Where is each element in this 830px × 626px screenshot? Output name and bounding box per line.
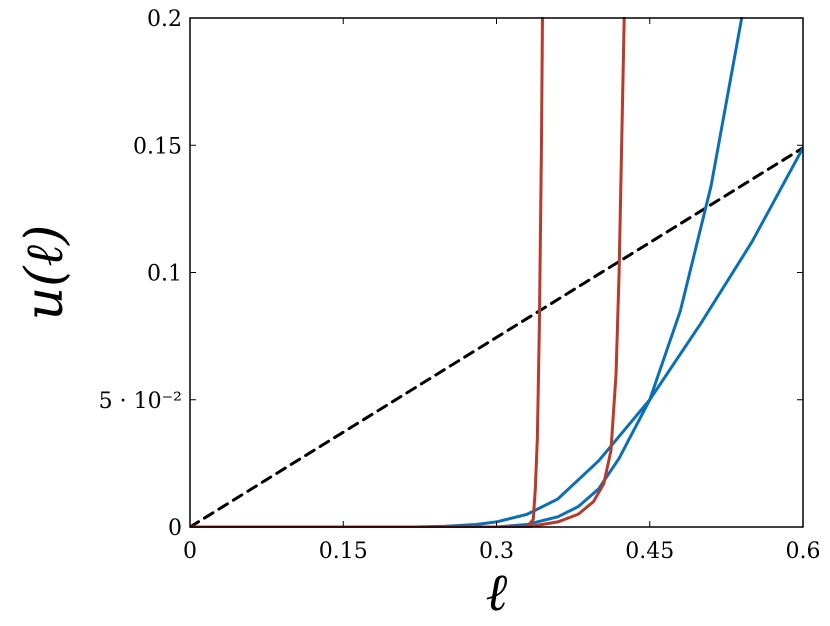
x-tick-label: 0.3: [479, 539, 514, 564]
x-tick-label: 0.15: [319, 539, 368, 564]
series-line-3: [190, 17, 744, 528]
series-line-5: [190, 17, 626, 528]
x-tick-label: 0.45: [625, 539, 674, 564]
plot-frame: [189, 17, 804, 528]
x-tick-label: 0.6: [786, 539, 821, 564]
series-line-4: [190, 17, 544, 528]
ticks-layer: [189, 17, 804, 528]
y-tick-label: 0: [168, 516, 182, 541]
series-line-1: [190, 146, 803, 528]
y-tick-label: 0.2: [147, 7, 182, 32]
y-tick-label: 5 · 10⁻²: [99, 389, 182, 414]
tick-labels: 0 0.15 0.3 0.45 0.6 0 5 · 10⁻² 0.1 0.15 0.2: [99, 7, 821, 564]
x-axis-label: ℓ: [486, 563, 508, 623]
y-axis-label: u(ℓ): [15, 225, 75, 321]
series-layer: [190, 17, 803, 528]
y-tick-label: 0.15: [133, 134, 182, 159]
y-tick-label: 0.1: [147, 262, 182, 287]
x-tick-label: 0: [183, 539, 197, 564]
